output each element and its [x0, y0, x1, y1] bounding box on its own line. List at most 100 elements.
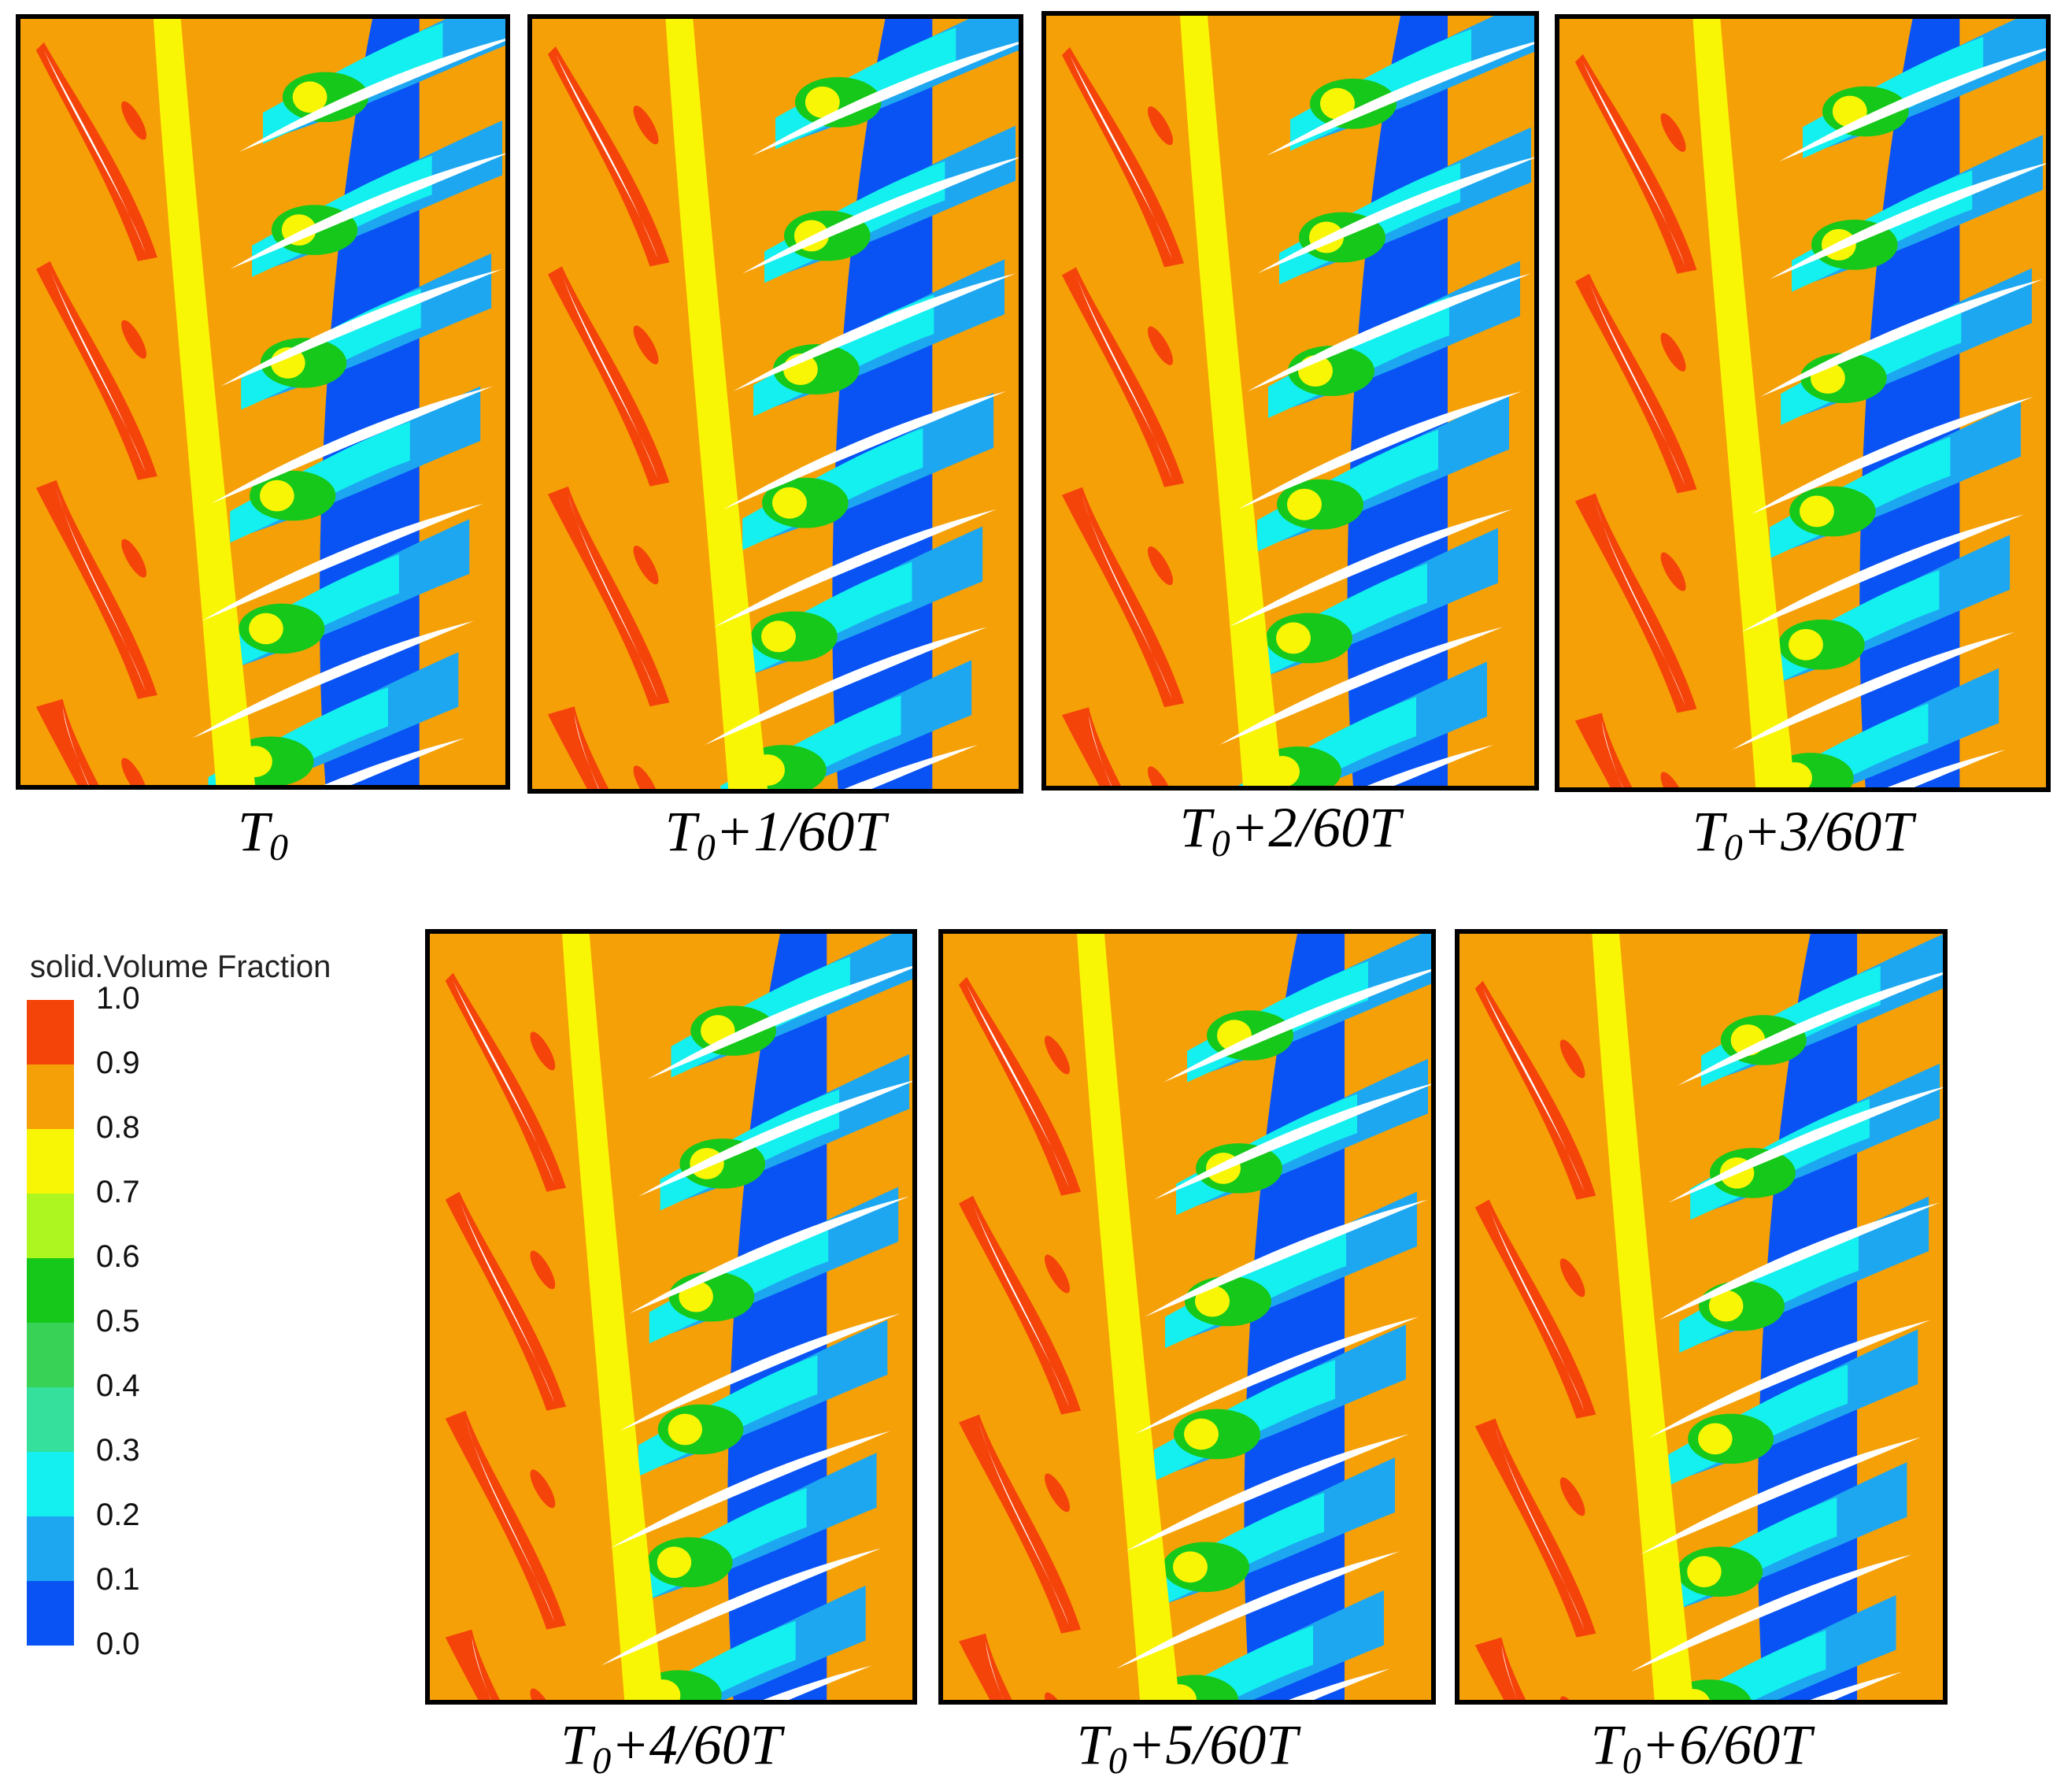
legend-tick-label: 0.3 [96, 1433, 140, 1468]
runner-blade [1288, 1668, 1390, 1700]
runner-blade [742, 157, 1019, 274]
high-fraction-core [657, 1546, 692, 1579]
contour-plot [943, 934, 1431, 1700]
guide-vane-blade [568, 494, 658, 699]
interface-band [665, 19, 768, 789]
interface-band [1693, 19, 1796, 787]
high-fraction-core [1800, 495, 1834, 528]
guide-vane-blade [459, 1199, 555, 1403]
contour-plot [1046, 16, 1534, 786]
caption-subscript: 0 [1723, 827, 1743, 868]
legend-swatch [27, 1000, 74, 1065]
high-fraction-core [1195, 1285, 1230, 1317]
blade-wake [35, 698, 99, 785]
caption-subscript: 0 [592, 1740, 612, 1782]
caption-base: T [1179, 796, 1212, 859]
high-fraction-core [761, 620, 796, 653]
contour-panel-t0 [16, 14, 510, 790]
legend-tick-label: 0.1 [96, 1562, 140, 1597]
high-fraction-spot [1559, 1039, 1585, 1079]
legend-swatch [27, 1387, 74, 1453]
high-fraction-spot [1559, 1477, 1585, 1516]
blade-wake [1474, 1637, 1526, 1700]
runner-blade [1770, 163, 2046, 280]
high-fraction-core [1276, 622, 1311, 654]
legend-swatch [27, 1129, 74, 1194]
caption-rest: +2/60T [1230, 796, 1401, 859]
blade-wake [445, 1410, 567, 1630]
contour-panel-t0-plus-3 [1555, 14, 2051, 792]
runner-blade [1668, 1087, 1943, 1203]
high-fraction-spot [121, 539, 146, 578]
caption-base: T [560, 1713, 593, 1776]
legend-tick-label: 0.4 [96, 1368, 140, 1403]
guide-vane-blade [50, 268, 146, 472]
legend-tick-label: 0.5 [96, 1304, 140, 1338]
blade-wake [547, 706, 609, 789]
legend-swatch [27, 1516, 74, 1582]
caption-base: T [664, 800, 697, 863]
contour-plot [1559, 19, 2046, 787]
high-fraction-spot [121, 320, 146, 359]
runner-blade [647, 965, 912, 1079]
high-fraction-spot [121, 101, 146, 140]
guide-vane-blade [967, 984, 1069, 1188]
guide-vane-blade [453, 980, 555, 1184]
blade-wake [959, 1195, 1081, 1415]
high-fraction-core [805, 86, 840, 118]
legend-swatch [27, 1064, 74, 1130]
color-legend: solid.Volume Fraction 1.0 0.9 0.8 0.7 0.6 0.5… [24, 937, 433, 1677]
blade-wake [959, 1633, 1012, 1700]
caption-rest: +6/60T [1641, 1713, 1812, 1776]
high-fraction-core [772, 487, 807, 519]
guide-vane-blade [979, 1422, 1069, 1626]
high-fraction-spot [1044, 1035, 1071, 1075]
high-fraction-spot [1660, 113, 1686, 152]
high-fraction-core [1687, 1556, 1722, 1588]
blade-wake [1574, 493, 1697, 713]
high-fraction-spot [1559, 1258, 1585, 1298]
caption-subscript: 0 [1622, 1740, 1641, 1782]
caption-subscript: 0 [696, 827, 716, 868]
panel-caption: T0+6/60T [1455, 1712, 1948, 1783]
high-fraction-spot [633, 106, 659, 145]
legend-tick-label: 0.0 [96, 1627, 140, 1661]
runner-blade [230, 153, 505, 269]
blade-wake [1062, 487, 1184, 708]
contour-panel-t0-plus-4 [425, 929, 917, 1705]
legend-swatch [27, 1452, 74, 1517]
high-fraction-spot [530, 1250, 556, 1290]
high-fraction-spot [530, 1031, 556, 1071]
runner-blade [844, 745, 979, 789]
runner-blade [239, 39, 505, 152]
high-fraction-core [1320, 87, 1355, 120]
runner-blade [1810, 1672, 1903, 1700]
caption-rest: +3/60T [1742, 800, 1914, 863]
blade-wake [1574, 273, 1697, 494]
blade-wake [445, 1629, 501, 1700]
high-fraction-core [1173, 1551, 1208, 1583]
blade-wake [959, 1414, 1081, 1634]
contour-panel-t0-plus-1 [527, 14, 1023, 794]
caption-base: T [237, 800, 270, 863]
blade-wake [1574, 713, 1633, 787]
guide-vane-blade [973, 1203, 1069, 1407]
legend-tick-label: 0.9 [96, 1046, 140, 1080]
contour-panel-t0-plus-5 [938, 929, 1436, 1705]
legend-swatch [27, 1323, 74, 1388]
guide-vane-blade [1582, 61, 1685, 266]
high-fraction-core [1789, 628, 1823, 661]
guide-vane-blade [1495, 1426, 1585, 1630]
blade-wake [547, 266, 670, 487]
guide-vane-blade [1482, 988, 1585, 1192]
contour-panel-t0-plus-6 [1455, 929, 1948, 1705]
interface-band [1180, 16, 1282, 786]
high-fraction-spot [530, 1688, 556, 1700]
legend-swatch [27, 1194, 74, 1259]
guide-vane-blade [1489, 1207, 1585, 1411]
high-fraction-spot [121, 757, 146, 785]
guide-vane-blade [561, 274, 658, 479]
high-fraction-spot [530, 1469, 556, 1509]
guide-vane-blade [555, 54, 658, 259]
high-fraction-core [1698, 1423, 1733, 1455]
